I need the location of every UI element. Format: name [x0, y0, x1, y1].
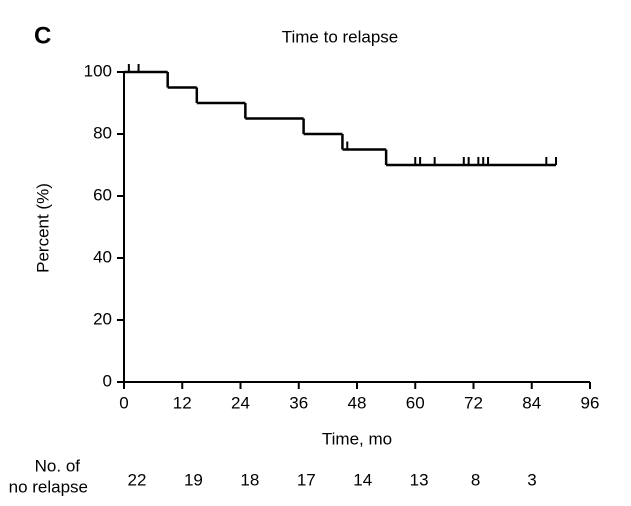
- y-tick-label: 80: [93, 123, 112, 142]
- risk-value: 18: [240, 470, 259, 489]
- risk-value: 14: [353, 470, 372, 489]
- y-tick-label: 0: [103, 371, 112, 390]
- x-axis-label: Time, mo: [322, 429, 392, 448]
- x-tick-label: 72: [464, 393, 483, 412]
- x-tick-label: 12: [173, 393, 192, 412]
- risk-value: 19: [184, 470, 203, 489]
- x-tick-label: 60: [406, 393, 425, 412]
- x-tick-label: 36: [289, 393, 308, 412]
- risk-value: 22: [128, 470, 147, 489]
- y-tick-label: 60: [93, 185, 112, 204]
- risk-value: 3: [527, 470, 536, 489]
- x-tick-label: 24: [231, 393, 250, 412]
- risk-label: No. of: [35, 456, 81, 475]
- x-tick-label: 96: [581, 393, 600, 412]
- y-tick-label: 100: [84, 61, 112, 80]
- y-tick-label: 20: [93, 309, 112, 328]
- risk-label: no relapse: [9, 477, 88, 496]
- panel-label: C: [34, 22, 51, 49]
- x-tick-label: 84: [522, 393, 541, 412]
- chart-title: Time to relapse: [282, 27, 399, 46]
- y-tick-label: 40: [93, 247, 112, 266]
- y-axis-label: Percent (%): [33, 183, 52, 273]
- x-tick-label: 48: [348, 393, 367, 412]
- risk-value: 13: [410, 470, 429, 489]
- risk-value: 17: [297, 470, 316, 489]
- risk-value: 8: [471, 470, 480, 489]
- x-tick-label: 0: [119, 393, 128, 412]
